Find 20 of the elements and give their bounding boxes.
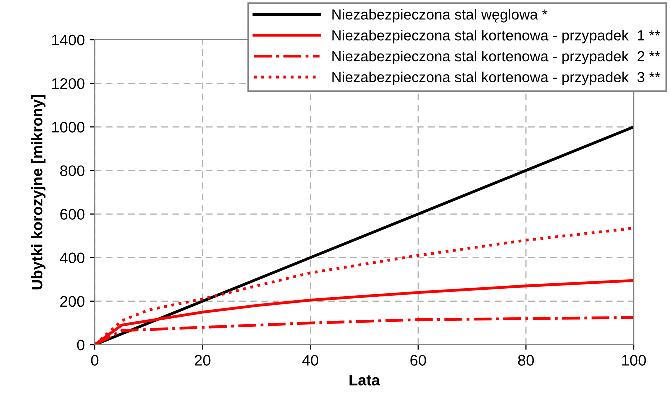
legend-label: Niezabezpieczona stal kortenowa - przypadek 3 ** xyxy=(332,72,660,86)
x-tick-label: 20 xyxy=(195,355,211,366)
y-tick-label: 1200 xyxy=(52,78,85,90)
y-axis-title: Ubytki korozyjne [mikrony] xyxy=(31,95,46,290)
y-tick-label: 600 xyxy=(60,209,85,220)
y-tick-label: 800 xyxy=(60,166,85,176)
y-tick-label: 200 xyxy=(60,296,85,308)
legend-label: Niezabezpieczona stal kortenowa - przypadek 1 ** xyxy=(332,30,660,44)
y-tick-label: 400 xyxy=(60,252,85,264)
x-tick-label: 0 xyxy=(91,355,99,366)
legend-label: Niezabezpieczona stal węglowa * xyxy=(332,9,548,23)
legend-label: Niezabezpieczona stal kortenowa - przypadek 2 ** xyxy=(332,50,660,65)
y-tick-label: 0 xyxy=(77,340,85,351)
x-tick-label: 100 xyxy=(622,355,646,366)
y-tick-label: 1400 xyxy=(52,34,85,46)
x-axis-title: Lata xyxy=(350,375,380,386)
y-tick-label: 1000 xyxy=(52,122,85,133)
x-tick-label: 80 xyxy=(518,355,534,366)
x-tick-label: 40 xyxy=(302,355,318,366)
x-tick-label: 60 xyxy=(410,355,426,366)
